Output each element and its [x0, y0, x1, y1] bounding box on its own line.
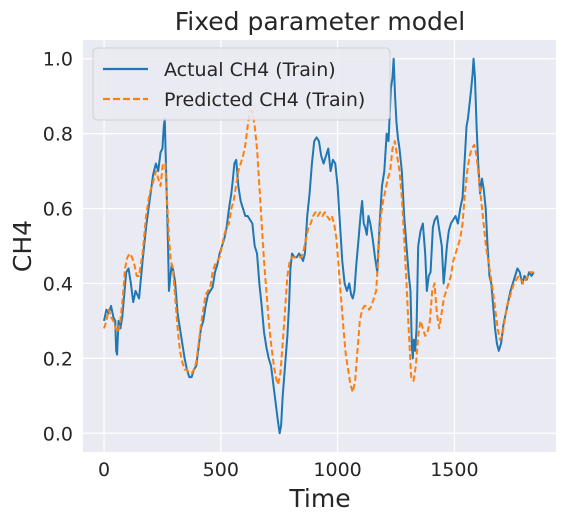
series-layer	[103, 57, 535, 435]
y-tick-label: 0.2	[43, 348, 73, 370]
y-tick-labels: 0.0 0.2 0.4 0.6 0.8 1.0	[43, 49, 73, 446]
chart-title: Fixed parameter model	[175, 7, 466, 36]
x-axis-title: Time	[288, 484, 350, 513]
y-tick-label: 0.0	[43, 423, 73, 445]
series-line-predicted	[103, 110, 534, 394]
x-tick-label: 500	[203, 459, 239, 481]
y-tick-label: 0.6	[43, 199, 73, 221]
y-axis-title: CH4	[8, 220, 37, 272]
y-tick-label: 1.0	[43, 49, 73, 71]
legend-box	[92, 47, 391, 121]
x-tick-labels: 0 500 1000 1500	[98, 459, 479, 481]
legend: Actual CH4 (Train) Predicted CH4 (Train)	[92, 47, 391, 121]
y-tick-label: 0.4	[43, 273, 73, 295]
x-tick-label: 1500	[430, 459, 478, 481]
series-line-actual	[103, 57, 535, 435]
x-tick-label: 1000	[313, 459, 361, 481]
x-tick-label: 0	[98, 459, 110, 481]
y-tick-label: 0.8	[43, 124, 73, 146]
legend-label-actual: Actual CH4 (Train)	[164, 59, 336, 81]
legend-label-predicted: Predicted CH4 (Train)	[164, 89, 365, 111]
